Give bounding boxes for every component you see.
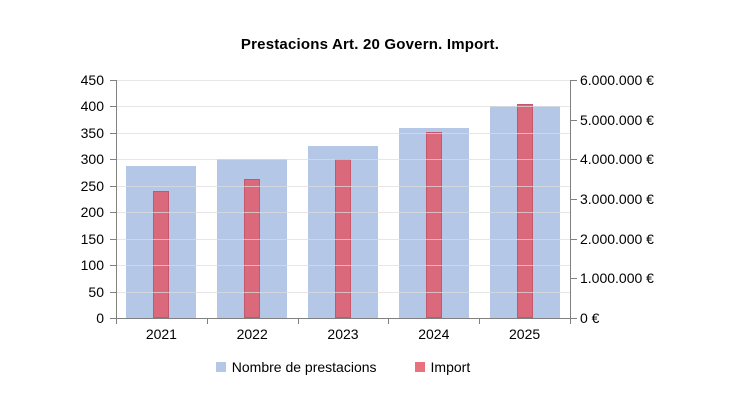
legend: Nombre de prestacions Import <box>116 356 570 378</box>
legend-swatch-pink-icon <box>414 362 425 372</box>
y-axis-right-tick <box>571 199 577 200</box>
y-axis-left-tick-label: 0 <box>96 310 104 326</box>
y-axis-left-tick-label: 200 <box>80 204 104 221</box>
legend-label: Nombre de prestacions <box>231 359 377 375</box>
y-axis-right-tick-label: 5.000.000 € <box>580 111 654 128</box>
y-axis-right-tick <box>571 238 577 240</box>
y-axis-left-tick-label: 350 <box>80 124 104 141</box>
y-axis-left-tick <box>110 159 116 161</box>
bar-import-2022 <box>244 179 261 318</box>
gridline <box>117 159 570 161</box>
x-axis-boundary-tick <box>570 319 571 324</box>
x-axis-boundary-tick <box>479 319 481 324</box>
gridline <box>117 212 570 214</box>
y-axis-left-tick <box>110 291 116 293</box>
bar-import-2024 <box>425 131 442 318</box>
y-axis-right-tick <box>571 278 577 280</box>
legend-entry-nombre-de-prestacions: Nombre de prestacions <box>215 359 377 375</box>
y-axis-left-tick-label: 450 <box>80 72 104 88</box>
gridline <box>117 106 570 108</box>
x-axis-boundary-tick <box>388 319 390 324</box>
y-axis-right-tick-label: 4.000.000 € <box>580 151 654 168</box>
y-axis-left-tick <box>110 80 116 81</box>
gridline <box>117 238 570 240</box>
y-axis-left-tick <box>110 238 116 240</box>
chart-title: Prestacions Art. 20 Govern. Import. <box>240 36 500 53</box>
y-axis-left-tick-label: 250 <box>80 177 104 194</box>
y-axis-right-tick <box>571 80 577 81</box>
y-axis-left-tick-label: 50 <box>88 283 104 300</box>
gridline <box>117 132 570 134</box>
x-axis-tick-label: 2023 <box>327 326 359 342</box>
gridline <box>117 185 570 187</box>
legend-entry-import: Import <box>414 359 471 375</box>
y-axis-right-tick-label: 6.000.000 € <box>580 72 654 88</box>
y-axis-left-tick <box>110 318 116 319</box>
y-axis-left-tick <box>110 185 116 187</box>
y-axis-left-tick-label: 400 <box>80 98 104 115</box>
y-axis-left-tick-label: 100 <box>80 257 104 274</box>
x-axis-tick-label: 2021 <box>145 326 177 342</box>
y-axis-left-tick-label: 300 <box>80 151 104 168</box>
y-axis-right-tick-label: 3.000.000 € <box>580 191 654 207</box>
y-axis-left-tick <box>110 212 116 214</box>
y-axis-right-tick-label: 1.000.000 € <box>580 270 654 287</box>
x-axis-boundary-tick <box>206 319 208 324</box>
legend-label: Import <box>430 359 471 375</box>
gridline <box>117 291 570 293</box>
y-axis-left-tick <box>110 106 116 108</box>
y-axis-right-tick <box>571 159 577 161</box>
x-axis-line <box>110 318 576 319</box>
gridline <box>117 80 570 81</box>
y-axis-left-tick-label: 150 <box>80 230 104 247</box>
bar-import-2025 <box>516 103 533 318</box>
y-axis-left-tick <box>110 132 116 134</box>
y-axis-right-tick-label: 2.000.000 € <box>580 230 654 247</box>
legend-swatch-blue-icon <box>215 362 226 372</box>
gridline <box>117 265 570 267</box>
x-axis-boundary-tick <box>297 319 299 324</box>
y-axis-right-tick-label: 0 € <box>580 310 600 326</box>
x-axis-tick-label: 2022 <box>236 326 268 342</box>
y-axis-right-tick <box>571 318 577 319</box>
x-axis-tick-label: 2024 <box>418 326 450 342</box>
y-axis-right-tick <box>571 119 577 121</box>
bar-import-2021 <box>153 191 170 318</box>
y-axis-left-line <box>116 80 117 318</box>
x-axis-boundary-tick <box>116 319 117 324</box>
x-axis-tick-label: 2025 <box>509 326 541 342</box>
y-axis-left-tick <box>110 265 116 267</box>
y-axis-right-line <box>570 80 571 318</box>
